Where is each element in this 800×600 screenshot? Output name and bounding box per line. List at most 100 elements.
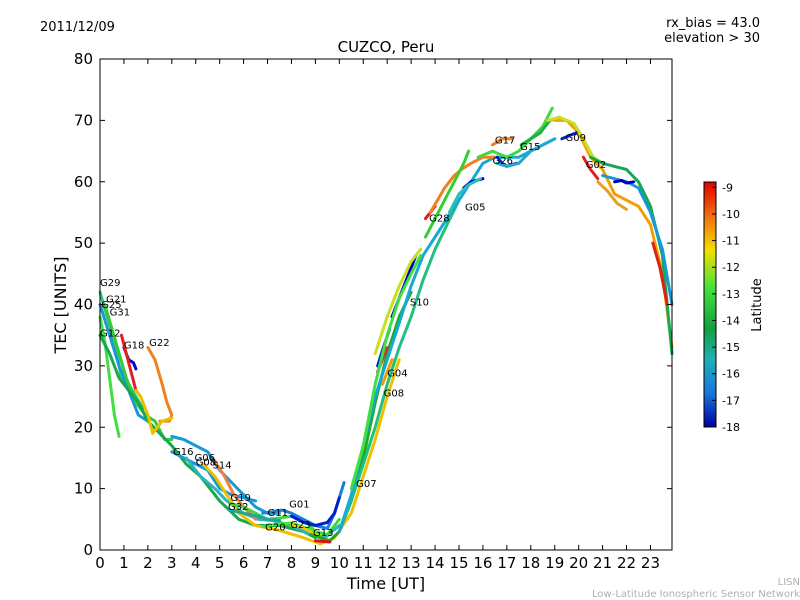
y-tick-label: 40 xyxy=(74,296,93,314)
colorbar-tick-label: -11 xyxy=(722,235,740,248)
sat-label-g18: G18 xyxy=(124,341,144,352)
sat-label-g19: G19 xyxy=(230,493,250,504)
date-label: 2011/12/09 xyxy=(40,20,115,35)
sat-label-g13: G13 xyxy=(313,528,333,539)
sat-label-g15: G15 xyxy=(520,142,540,153)
colorbar-label: Latitude xyxy=(750,278,765,332)
sat-label-g07: G07 xyxy=(356,479,376,490)
y-axis-label: TEC [UNITS] xyxy=(51,257,70,355)
elevation-label: elevation > 30 xyxy=(664,31,760,46)
sat-label-g29: G29 xyxy=(100,278,120,289)
x-tick-label: 11 xyxy=(354,554,373,572)
series-g17b xyxy=(476,106,554,159)
sat-label-g02: G02 xyxy=(586,160,606,171)
sat-label-g17: G17 xyxy=(495,136,515,147)
sat-label-g08: G08 xyxy=(196,457,216,468)
sat-label-g12: G12 xyxy=(100,328,120,339)
colorbar-tick-label: -12 xyxy=(722,261,740,274)
x-tick-label: 10 xyxy=(330,554,349,572)
colorbar-tick-label: -16 xyxy=(722,368,740,381)
series-g19 xyxy=(230,502,341,537)
y-tick-label: 80 xyxy=(74,50,93,68)
series-g10c xyxy=(373,247,423,356)
sat-label-g21: G21 xyxy=(106,295,126,306)
sat-label-g28: G28 xyxy=(429,214,449,225)
sat-label-s14: S14 xyxy=(213,460,232,471)
sat-label-g01: G01 xyxy=(289,500,309,511)
series-g17 xyxy=(491,137,514,147)
series-g05b xyxy=(447,177,482,214)
x-tick-label: 22 xyxy=(617,554,636,572)
sat-label-g25: G25 xyxy=(101,300,121,311)
footer-lisn: LISN xyxy=(778,577,800,588)
axis-ticks: 0 1 2 3 4 5 6 7 8 9 10 11 12 13 14 15 16 17 18 19 20 21 22 2301… xyxy=(74,50,672,572)
y-tick-label: 10 xyxy=(74,480,93,498)
x-tick-label: 1 xyxy=(119,554,129,572)
chart-title: CUZCO, Peru xyxy=(338,38,435,56)
plot-area xyxy=(100,59,672,550)
x-tick-label: 13 xyxy=(402,554,421,572)
x-tick-label: 6 xyxy=(239,554,249,572)
x-tick-label: 0 xyxy=(95,554,105,572)
series-g09c xyxy=(560,131,578,141)
x-tick-label: 19 xyxy=(545,554,564,572)
y-tick-label: 30 xyxy=(74,357,93,375)
colorbar-tick-label: -13 xyxy=(722,288,740,301)
series-g13b xyxy=(313,539,332,544)
y-tick-label: 50 xyxy=(74,234,93,252)
series-g02e xyxy=(596,180,628,211)
x-tick-label: 14 xyxy=(426,554,445,572)
x-tick-label: 5 xyxy=(215,554,225,572)
x-tick-label: 12 xyxy=(378,554,397,572)
series-g02 xyxy=(581,155,600,181)
colorbar-tick-label: -9 xyxy=(722,181,733,194)
x-tick-label: 9 xyxy=(311,554,321,572)
colorbar-tick-label: -14 xyxy=(722,314,740,327)
series-g08 xyxy=(201,358,401,546)
x-tick-label: 20 xyxy=(569,554,588,572)
y-tick-label: 20 xyxy=(74,418,93,436)
x-tick-label: 8 xyxy=(287,554,297,572)
x-tick-label: 4 xyxy=(191,554,201,572)
sat-label-g20: G20 xyxy=(265,522,285,533)
series-g01 xyxy=(290,496,341,527)
sat-label-g04: G04 xyxy=(387,368,407,379)
sat-label-s10: S10 xyxy=(410,298,429,309)
colorbar-tick-label: -18 xyxy=(722,421,740,434)
series-g02f xyxy=(651,241,669,306)
series-layer xyxy=(98,106,674,546)
series-g09 xyxy=(553,118,674,349)
x-tick-label: 21 xyxy=(593,554,612,572)
series-g21 xyxy=(98,303,150,423)
x-tick-label: 23 xyxy=(641,554,660,572)
series-g07 xyxy=(337,198,461,534)
y-tick-label: 0 xyxy=(83,541,93,559)
y-tick-label: 60 xyxy=(74,173,93,191)
series-g15 xyxy=(495,137,557,168)
series-g18b xyxy=(120,333,138,392)
series-g25 xyxy=(98,315,121,438)
sat-label-g11: G11 xyxy=(268,508,288,519)
colorbar xyxy=(703,181,717,428)
series-g02c xyxy=(601,174,674,306)
series-g10 xyxy=(337,137,557,534)
sat-label-g31: G31 xyxy=(110,308,130,319)
y-tick-label: 70 xyxy=(74,111,93,129)
sat-label-g16: G16 xyxy=(173,447,193,458)
sat-label-g05: G05 xyxy=(465,203,485,214)
sat-label-g22: G22 xyxy=(149,338,169,349)
sat-label-g23: G23 xyxy=(290,520,310,531)
series-g14 xyxy=(213,459,258,521)
x-tick-label: 3 xyxy=(167,554,177,572)
x-tick-label: 15 xyxy=(449,554,468,572)
series-g10d xyxy=(349,253,423,491)
colorbar-tick-label: -17 xyxy=(722,394,740,407)
rx-bias-label: rx_bias = 43.0 xyxy=(666,16,760,31)
sat-label-g08: G08 xyxy=(384,389,404,400)
series-g22 xyxy=(146,346,174,423)
series-g32 xyxy=(227,508,281,522)
sat-label-g26: G26 xyxy=(493,156,513,167)
footer-network: Low-Latitude Ionospheric Sensor Network xyxy=(592,589,800,600)
